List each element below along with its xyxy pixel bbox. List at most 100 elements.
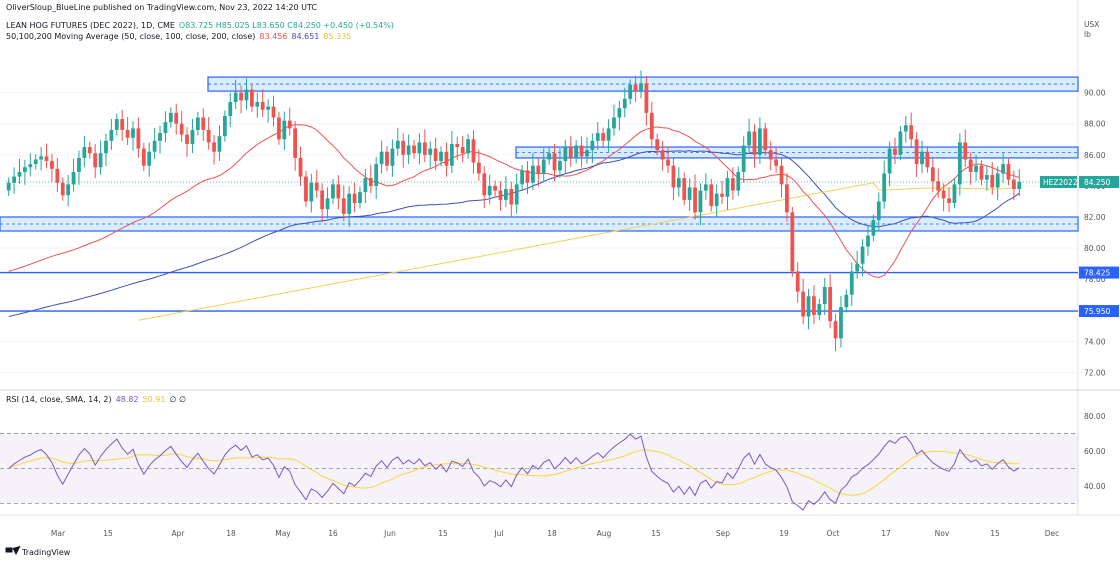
candle-down: [795, 271, 800, 292]
candle-down: [368, 178, 373, 186]
candle-up: [33, 159, 38, 165]
candle-up: [358, 192, 362, 204]
candle-down: [790, 212, 795, 272]
candle-down: [87, 147, 92, 154]
candle-down: [936, 181, 941, 191]
candle-up: [109, 129, 114, 141]
candle-up: [1001, 164, 1005, 174]
candle-up: [974, 165, 978, 172]
candle-up: [898, 131, 903, 155]
candle-up: [714, 193, 719, 207]
candle-down: [385, 151, 389, 166]
candle-up: [844, 294, 849, 308]
ma200-value: 85.335: [323, 32, 351, 41]
level-tag-text: 78.425: [1084, 269, 1110, 278]
ma-legend-label: 50,100,200 Moving Average (50, close, 10…: [6, 32, 255, 41]
candle-up: [379, 151, 384, 165]
candle-up: [758, 128, 762, 155]
time-axis-ticks: Mar 15 Apr 18 May 16 Jun 15 Jul 18 Aug 15 Sep 19 Oct 17…: [51, 529, 1059, 538]
candle-down: [693, 187, 697, 213]
candle-down: [55, 168, 60, 183]
candle-down: [730, 178, 735, 191]
ma50-value: 83.456: [259, 32, 287, 41]
rsi-ma-line: [8, 449, 1020, 496]
candle-down: [579, 145, 584, 157]
candle-up: [428, 148, 433, 155]
candle-up: [590, 140, 595, 151]
level-tag-box: [1079, 266, 1119, 279]
candle-up: [617, 108, 622, 118]
candle-down: [260, 101, 265, 110]
candle-down: [298, 157, 303, 177]
time-tick-label: Nov: [935, 529, 950, 538]
candle-up: [347, 193, 352, 214]
candle-up: [698, 190, 703, 213]
candle-down: [720, 193, 724, 197]
zone-rect: [0, 216, 1079, 232]
candle-down: [812, 296, 816, 315]
rsi-tick-label: 60.00: [1084, 447, 1106, 456]
candle-down: [498, 190, 503, 200]
candle-down: [990, 175, 995, 188]
candle-up: [168, 112, 173, 123]
time-tick-label: 15: [990, 529, 1000, 538]
candle-up: [255, 101, 260, 107]
time-tick-label: 16: [328, 529, 338, 538]
time-tick-label: Sep: [716, 529, 730, 538]
candle-down: [968, 159, 973, 172]
ma100-value: 84.651: [291, 32, 319, 41]
candle-down: [174, 112, 179, 124]
candle-up: [741, 145, 746, 172]
candle-up: [23, 167, 27, 172]
rsi-value: 48.82: [116, 395, 139, 404]
candle-up: [466, 139, 470, 154]
price-tick-label: 86.00: [1084, 151, 1106, 160]
candle-up: [817, 304, 822, 315]
candle-up: [504, 189, 508, 200]
candle-down: [509, 189, 514, 205]
rsi-line: [8, 433, 1020, 511]
candle-down: [649, 112, 654, 140]
candle-up: [531, 165, 535, 183]
time-tick-label: 18: [226, 529, 236, 538]
candle-down: [422, 142, 427, 155]
candle-up: [6, 182, 11, 191]
candle-up: [390, 148, 395, 166]
candle-down: [212, 142, 216, 152]
candle-down: [666, 159, 670, 166]
candle-up: [622, 98, 627, 109]
candle-down: [460, 147, 465, 154]
rsi-extra: ∅ ∅: [169, 395, 186, 404]
candle-down: [779, 165, 784, 185]
candle-down: [250, 89, 254, 107]
candle-down: [293, 128, 298, 158]
candle-down: [93, 153, 98, 168]
time-tick-label: Aug: [597, 529, 612, 538]
candle-down: [277, 117, 281, 140]
candlestick-series: [6, 70, 1022, 352]
time-tick-label: 19: [779, 529, 789, 538]
candle-down: [633, 84, 638, 92]
candle-up: [855, 263, 860, 272]
candle-down: [179, 123, 184, 135]
candle-down: [352, 193, 357, 204]
symbol-tag-text: HEZ2022: [1043, 178, 1078, 187]
candle-down: [401, 140, 406, 155]
candle-up: [541, 159, 546, 174]
candle-down: [682, 178, 687, 200]
candle-up: [17, 171, 22, 177]
candle-up: [406, 145, 411, 155]
candle-up: [163, 122, 168, 134]
candle-down: [801, 291, 806, 317]
candle-down: [341, 198, 346, 214]
time-tick-label: 17: [881, 529, 891, 538]
candle-down: [655, 139, 660, 151]
candle-down: [1006, 164, 1011, 180]
time-tick-label: Dec: [1045, 529, 1060, 538]
candle-up: [547, 153, 552, 160]
candle-up: [736, 171, 741, 191]
candle-down: [125, 129, 130, 138]
time-tick-label: 15: [438, 529, 448, 538]
